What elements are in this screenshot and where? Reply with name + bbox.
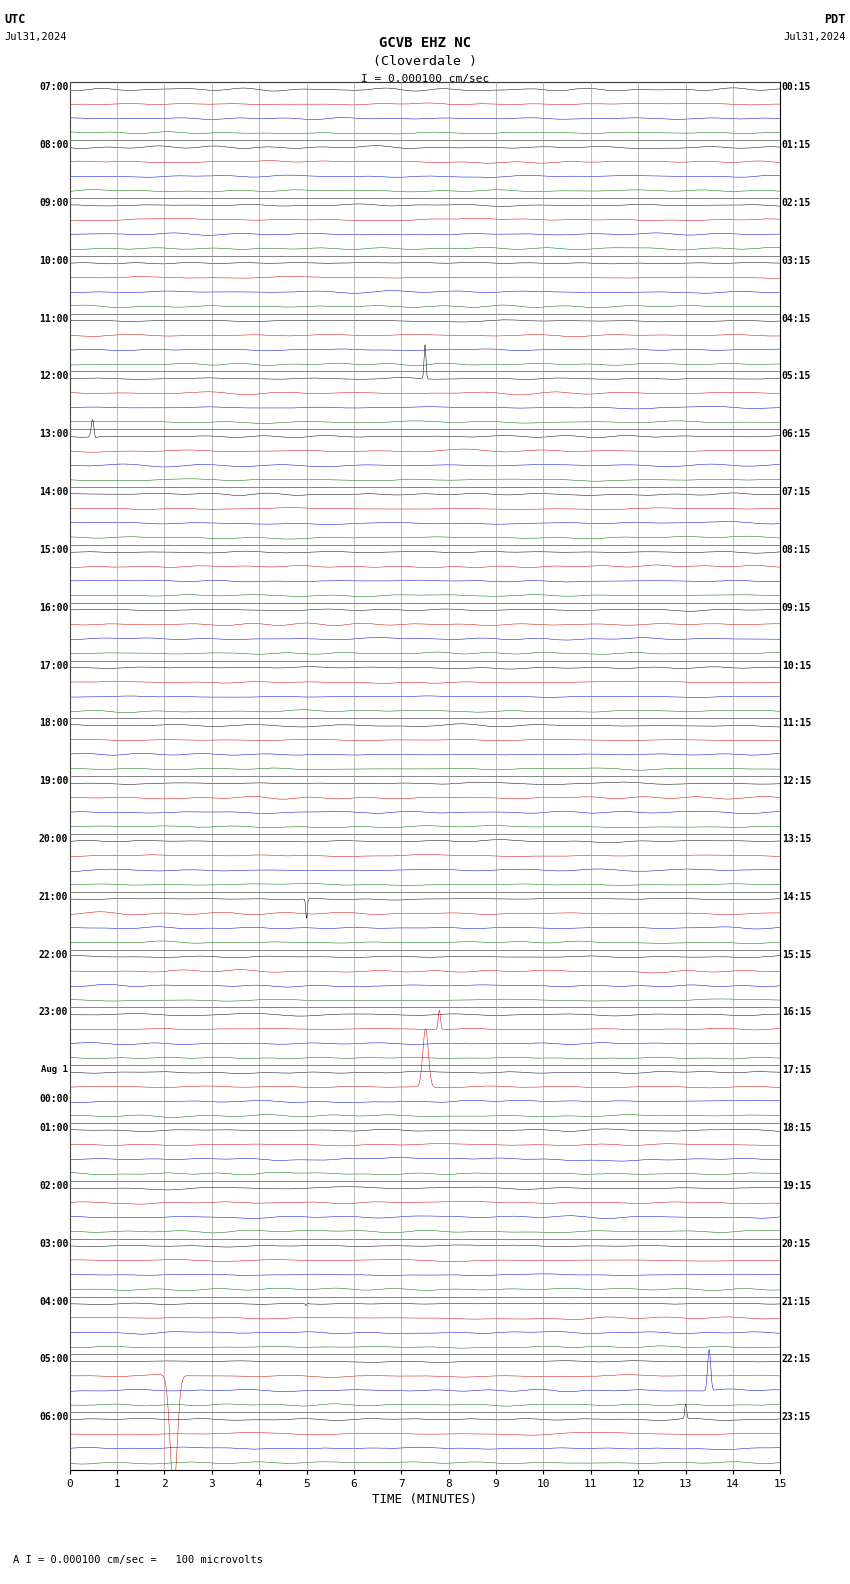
Text: 14:15: 14:15 bbox=[782, 892, 811, 901]
Text: 06:00: 06:00 bbox=[39, 1413, 68, 1422]
Text: 17:00: 17:00 bbox=[39, 661, 68, 670]
Text: 18:15: 18:15 bbox=[782, 1123, 811, 1133]
Text: I = 0.000100 cm/sec: I = 0.000100 cm/sec bbox=[361, 74, 489, 84]
Text: 19:15: 19:15 bbox=[782, 1182, 811, 1191]
X-axis label: TIME (MINUTES): TIME (MINUTES) bbox=[372, 1494, 478, 1506]
Text: 18:00: 18:00 bbox=[39, 719, 68, 729]
Text: 08:15: 08:15 bbox=[782, 545, 811, 554]
Text: 07:15: 07:15 bbox=[782, 488, 811, 497]
Text: (Cloverdale ): (Cloverdale ) bbox=[373, 55, 477, 68]
Text: 09:00: 09:00 bbox=[39, 198, 68, 208]
Text: 23:00: 23:00 bbox=[39, 1007, 68, 1017]
Text: 05:15: 05:15 bbox=[782, 372, 811, 382]
Text: 05:00: 05:00 bbox=[39, 1354, 68, 1364]
Text: 02:15: 02:15 bbox=[782, 198, 811, 208]
Text: 09:15: 09:15 bbox=[782, 604, 811, 613]
Text: Jul31,2024: Jul31,2024 bbox=[4, 32, 67, 41]
Text: 10:00: 10:00 bbox=[39, 255, 68, 266]
Text: 20:15: 20:15 bbox=[782, 1239, 811, 1248]
Text: 16:00: 16:00 bbox=[39, 604, 68, 613]
Text: 01:15: 01:15 bbox=[782, 141, 811, 150]
Text: 17:15: 17:15 bbox=[782, 1064, 811, 1076]
Text: A I = 0.000100 cm/sec =   100 microvolts: A I = 0.000100 cm/sec = 100 microvolts bbox=[13, 1555, 263, 1565]
Text: 02:00: 02:00 bbox=[39, 1182, 68, 1191]
Text: 22:00: 22:00 bbox=[39, 949, 68, 960]
Text: UTC: UTC bbox=[4, 13, 26, 25]
Text: PDT: PDT bbox=[824, 13, 846, 25]
Text: 21:15: 21:15 bbox=[782, 1296, 811, 1307]
Text: 00:00: 00:00 bbox=[39, 1095, 68, 1104]
Text: 20:00: 20:00 bbox=[39, 833, 68, 844]
Text: Jul31,2024: Jul31,2024 bbox=[783, 32, 846, 41]
Text: 16:15: 16:15 bbox=[782, 1007, 811, 1017]
Text: 23:15: 23:15 bbox=[782, 1413, 811, 1422]
Text: 14:00: 14:00 bbox=[39, 488, 68, 497]
Text: 13:00: 13:00 bbox=[39, 429, 68, 439]
Text: 07:00: 07:00 bbox=[39, 82, 68, 92]
Text: 00:15: 00:15 bbox=[782, 82, 811, 92]
Text: 12:15: 12:15 bbox=[782, 776, 811, 786]
Text: Aug 1: Aug 1 bbox=[42, 1064, 68, 1074]
Text: 15:00: 15:00 bbox=[39, 545, 68, 554]
Text: 21:00: 21:00 bbox=[39, 892, 68, 901]
Text: 01:00: 01:00 bbox=[39, 1123, 68, 1133]
Text: 11:00: 11:00 bbox=[39, 314, 68, 323]
Text: 12:00: 12:00 bbox=[39, 372, 68, 382]
Text: 19:00: 19:00 bbox=[39, 776, 68, 786]
Text: 22:15: 22:15 bbox=[782, 1354, 811, 1364]
Text: 03:15: 03:15 bbox=[782, 255, 811, 266]
Text: 10:15: 10:15 bbox=[782, 661, 811, 670]
Text: 04:15: 04:15 bbox=[782, 314, 811, 323]
Text: 06:15: 06:15 bbox=[782, 429, 811, 439]
Text: 11:15: 11:15 bbox=[782, 719, 811, 729]
Text: 08:00: 08:00 bbox=[39, 141, 68, 150]
Text: 13:15: 13:15 bbox=[782, 833, 811, 844]
Text: 03:00: 03:00 bbox=[39, 1239, 68, 1248]
Text: GCVB EHZ NC: GCVB EHZ NC bbox=[379, 36, 471, 51]
Text: 15:15: 15:15 bbox=[782, 949, 811, 960]
Text: 04:00: 04:00 bbox=[39, 1296, 68, 1307]
